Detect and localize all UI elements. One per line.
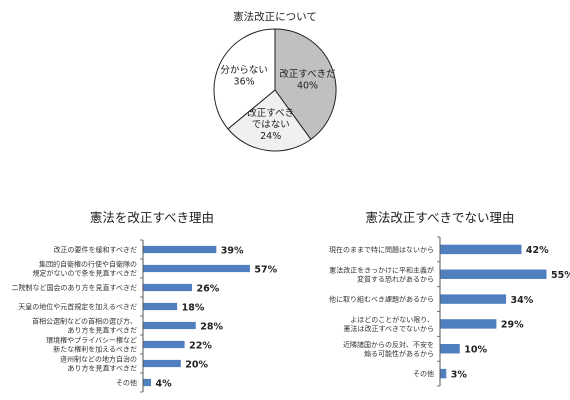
bar: [440, 269, 547, 279]
bar: [440, 319, 497, 329]
bar-value-label: 10%: [464, 345, 487, 356]
bar-category-label: あり方を見直すべきだ: [67, 364, 137, 373]
bar-category-label: 現在のままで特に問題はないから: [329, 245, 434, 254]
bar-category-label: 道州制などの地方自治の: [60, 355, 137, 364]
pie-slice: [227, 89, 312, 152]
bar-category-label: 二院制など国会のあり方を見直すべきだ: [11, 283, 137, 292]
pie-slice-label: 改正すべきだ: [279, 68, 336, 80]
bar-category-label: 天皇の地位や元首規定を加えるべきだ: [18, 302, 137, 311]
bar-value-label: 57%: [254, 264, 277, 275]
bar-category-label: 近隣諸国からの反対、不安を: [343, 340, 434, 349]
bar-value-label: 28%: [200, 321, 223, 332]
bar-chart-reasons-for: 憲法を改正すべき理由 39% 改正の要件を緩和すべきだ 57% 集団的自衛権の行使や自衛…: [11, 210, 278, 393]
bar-value-label: 26%: [197, 283, 220, 294]
bar-category-label: 首相公選制などの首相の選び方、: [32, 317, 137, 326]
bar: [440, 244, 522, 255]
bar: [143, 359, 181, 368]
bar: [440, 344, 460, 354]
bar-category-label: 規定がないので条を見直すべきだ: [32, 269, 137, 278]
bar-chart-reasons-against: 憲法改正すべきでない理由 42% 現在のままで特に問題はないから 55% 憲法改正をきっ…: [329, 210, 570, 387]
bar-value-label: 4%: [156, 378, 173, 389]
bar-category-label: 新たな権利を加えるべきだ: [53, 345, 137, 354]
pie-slice-value-label: 24%: [260, 131, 281, 142]
bar-category-label: 変質する恐れがあるから: [357, 274, 434, 283]
bar-value-label: 42%: [526, 245, 549, 256]
bar-category-label: 環境権やプライバシー権など: [46, 336, 137, 345]
bar-category-label: 他に取り組むべき課題があるから: [329, 295, 434, 304]
bar-category-label: 改正の要件を緩和すべきだ: [53, 245, 137, 254]
bar: [143, 245, 217, 254]
bar: [143, 321, 196, 330]
bar-category-label: 憲法改正をきっかけに平和主義が: [329, 265, 434, 274]
bar: [143, 378, 151, 387]
bar-category-label: よほどのことがない限り、: [350, 315, 434, 324]
bar-value-label: 29%: [501, 320, 524, 331]
bar-category-label: 集団的自衛権の行使や自衛隊の: [39, 260, 137, 269]
bar-value-label: 34%: [511, 295, 534, 306]
pie-slice-label: 改正すべき: [247, 107, 294, 119]
pie-slice: [274, 28, 337, 141]
bar-category-label: その他: [413, 369, 434, 378]
pie-slice-label: ではない: [252, 119, 290, 130]
bar: [143, 302, 178, 311]
bar: [143, 340, 185, 349]
bar-value-label: 39%: [221, 245, 244, 256]
bar-category-label: 煽る可能性があるから: [364, 349, 434, 358]
bar: [440, 368, 447, 379]
pie-slice-value-label: 40%: [297, 81, 318, 92]
bar-value-label: 22%: [189, 340, 212, 351]
bar-chart-title: 憲法を改正すべき理由: [90, 210, 214, 225]
bar-value-label: 18%: [182, 302, 205, 313]
bar: [440, 294, 507, 304]
bar-value-label: 20%: [185, 359, 208, 370]
bar-category-label: 憲法は改正すべきでないから: [343, 324, 434, 333]
bar-category-label: あり方を見直すべきだ: [67, 326, 137, 335]
bar: [143, 283, 193, 292]
pie-title: 憲法改正について: [233, 10, 317, 23]
bar-value-label: 55%: [551, 270, 570, 281]
bar-category-label: その他: [116, 378, 137, 387]
pie-slice-value-label: 36%: [234, 77, 255, 88]
bar-value-label: 3%: [451, 369, 468, 380]
bar-chart-title: 憲法改正すべきでない理由: [365, 210, 514, 225]
bar: [143, 264, 250, 273]
pie-slice-label: 分からない: [220, 65, 268, 76]
pie-slice: [213, 28, 276, 130]
